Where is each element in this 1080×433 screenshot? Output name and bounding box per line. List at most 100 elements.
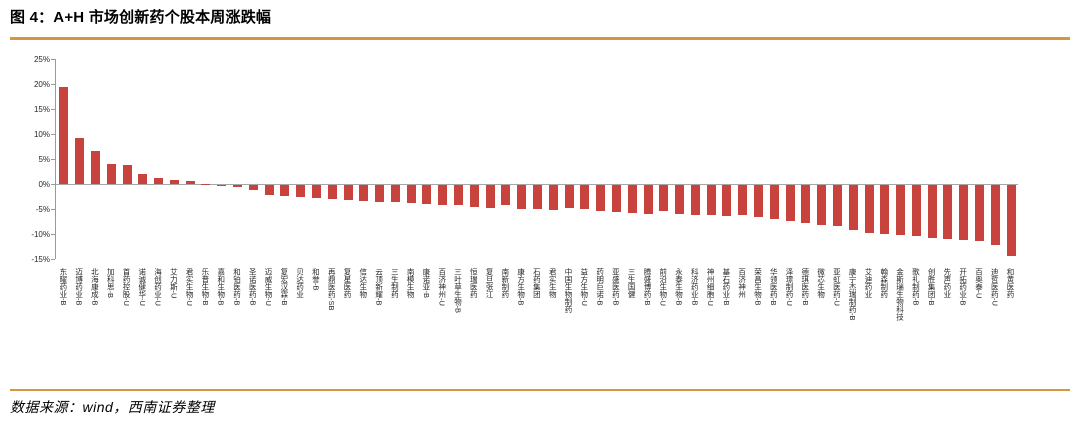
y-tick-label: 5%: [38, 155, 50, 164]
bar: [359, 185, 369, 201]
x-tick-label: 亚虹医药-U: [832, 268, 842, 306]
bar: [185, 180, 195, 184]
x-tick-label: 海创药业-U: [153, 268, 163, 306]
x-tick-label: 君实生物: [548, 268, 558, 298]
x-tick-label: 贝达药业: [295, 268, 305, 298]
y-tick-mark: [51, 109, 55, 110]
title-underline: [10, 37, 1070, 40]
x-tick-label: 创胜集团-B: [927, 268, 937, 306]
bar: [59, 87, 69, 184]
x-tick-label: 先声药业: [942, 268, 952, 298]
bar: [1006, 185, 1016, 256]
bar: [501, 185, 511, 205]
x-tick-label: 微芯生物: [816, 268, 826, 298]
bar: [880, 185, 890, 234]
bar: [122, 165, 132, 184]
bar: [311, 185, 321, 198]
y-tick-mark: [51, 209, 55, 210]
bar: [580, 185, 590, 209]
y-tick-label: -10%: [31, 230, 50, 239]
x-tick-label: 和誉-B: [311, 268, 321, 291]
x-tick-label: 迈威生物-U: [264, 268, 274, 306]
x-tick-label: 三生国健: [627, 268, 637, 298]
bar: [75, 137, 85, 184]
bar: [927, 185, 937, 238]
x-tick-label: 科济药业-B: [690, 268, 700, 306]
bar: [596, 185, 606, 211]
bar: [690, 185, 700, 215]
bar: [769, 185, 779, 219]
source-note: 数据来源：wind，西南证券整理: [10, 399, 215, 415]
bar: [722, 185, 732, 216]
x-tick-label: 歌礼制药-B: [911, 268, 921, 306]
y-tick-label: -15%: [31, 255, 50, 264]
bar: [217, 185, 227, 186]
bar: [390, 185, 400, 202]
bar: [454, 185, 464, 205]
x-tick-label: 诺诚健华-U: [137, 268, 147, 306]
bar: [785, 185, 795, 221]
x-tick-label: 永泰生物-B: [674, 268, 684, 306]
bar: [533, 185, 542, 209]
x-tick-label: 云顶新耀-B: [374, 268, 384, 306]
bar: [327, 185, 337, 199]
figure-title: 图 4：A+H 市场创新药个股本周涨跌幅: [10, 9, 272, 26]
x-tick-label: 康方生物-B: [516, 268, 526, 306]
x-tick-label: 前沿生物-U: [658, 268, 668, 306]
plot-area: [55, 59, 1019, 259]
bar: [959, 185, 969, 240]
bar: [201, 183, 211, 184]
zero-axis-line: [55, 184, 1018, 185]
x-tick-label: 德琪医药-B: [800, 268, 810, 306]
bar: [659, 185, 669, 211]
x-tick-label: 嘉和生物-B: [216, 268, 226, 306]
x-tick-label: 南新制药: [500, 268, 510, 298]
bar: [264, 185, 274, 195]
y-tick-label: -5%: [35, 205, 50, 214]
bar: [485, 185, 495, 208]
y-tick-mark: [51, 59, 55, 60]
x-tick-label: 艾力斯-U: [169, 268, 179, 299]
y-tick-mark: [51, 159, 55, 160]
y-tick-mark: [51, 84, 55, 85]
bar: [738, 185, 748, 215]
bar: [280, 185, 290, 196]
x-tick-label: 三叶草生物-B: [453, 268, 463, 313]
x-tick-label: 南模生物: [406, 268, 416, 298]
x-tick-label: 康诺亚-B: [421, 268, 431, 298]
x-tick-label: 再鼎医药-SB: [327, 268, 337, 311]
x-tick-label: 信达生物: [358, 268, 368, 298]
y-tick-label: 20%: [33, 80, 50, 89]
x-tick-label: 药明巨诺-B: [595, 268, 605, 306]
bar: [469, 185, 479, 207]
y-tick-mark: [51, 234, 55, 235]
x-tick-label: 加科思-B: [106, 268, 116, 298]
y-tick-mark: [51, 134, 55, 135]
x-tick-label: 迈博药业-B: [74, 268, 84, 306]
x-tick-label: 荣昌生物-B: [753, 268, 763, 306]
bar: [248, 185, 258, 190]
bar: [864, 185, 874, 233]
bar: [375, 185, 385, 202]
x-tick-label: 泽璟制药-U: [785, 268, 795, 306]
x-tick-label: 北海康成-B: [90, 268, 100, 306]
x-tick-label: 百济神州: [737, 268, 747, 298]
bar: [675, 185, 685, 214]
bar: [154, 178, 164, 184]
x-tick-label: 康宁杰瑞制药-B: [848, 268, 858, 321]
bar: [643, 185, 653, 214]
x-tick-label: 复宏汉霖-B: [279, 268, 289, 306]
x-tick-label: 开拓药业-B: [958, 268, 968, 306]
bar: [517, 185, 527, 209]
x-tick-label: 和铂医药-B: [232, 268, 242, 306]
x-tick-label: 华领医药-B: [769, 268, 779, 306]
bar: [611, 185, 621, 212]
y-tick-label: 15%: [33, 105, 50, 114]
x-tick-label: 石药集团: [532, 268, 542, 298]
bar: [548, 185, 558, 210]
x-tick-label: 君实生物-U: [185, 268, 195, 306]
x-tick-label: 百济神州-U: [437, 268, 447, 306]
x-tick-label: 翰森制药: [879, 268, 889, 298]
y-tick-mark: [51, 184, 55, 185]
